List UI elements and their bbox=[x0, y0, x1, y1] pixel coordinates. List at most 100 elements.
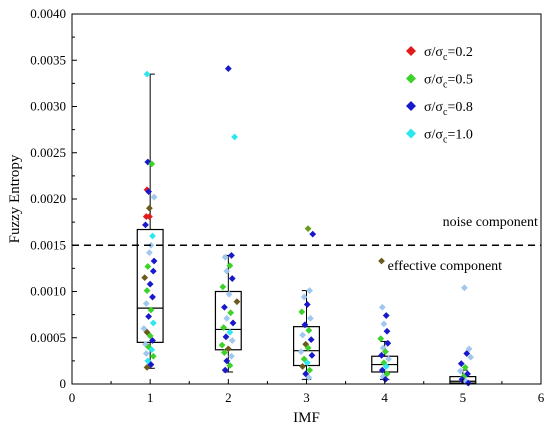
data-point bbox=[465, 345, 473, 353]
data-point bbox=[219, 283, 227, 291]
data-point bbox=[457, 367, 464, 375]
data-point bbox=[141, 274, 149, 282]
data-point bbox=[218, 341, 226, 349]
box-iqr bbox=[136, 228, 164, 343]
data-point bbox=[221, 303, 228, 311]
data-point bbox=[221, 366, 229, 374]
x-tick-label: 5 bbox=[460, 390, 467, 405]
data-point bbox=[220, 324, 228, 331]
effective-component-annotation: effective component bbox=[388, 259, 503, 274]
y-tick-label: 0.0015 bbox=[30, 237, 66, 252]
data-point bbox=[149, 232, 156, 240]
data-point bbox=[297, 348, 305, 356]
data-point bbox=[142, 300, 150, 307]
data-point bbox=[231, 133, 238, 141]
data-point bbox=[309, 230, 317, 238]
legend-label: σ/σc=0.2 bbox=[424, 45, 473, 63]
legend-entry: σ/σc=0.8 bbox=[406, 100, 473, 118]
y-axis-ticks: 0 0.0005 0.0010 0.0015 0.0020 0.0025 0.0030 0.0… bbox=[30, 6, 77, 391]
data-point bbox=[148, 346, 156, 354]
data-point bbox=[149, 319, 157, 327]
data-point bbox=[221, 349, 228, 356]
data-point bbox=[299, 363, 306, 370]
data-point bbox=[226, 362, 234, 369]
box-imf-1 bbox=[136, 73, 164, 369]
data-point bbox=[378, 351, 385, 359]
data-point bbox=[226, 328, 234, 336]
data-point bbox=[146, 332, 154, 340]
data-point bbox=[300, 355, 308, 363]
data-point bbox=[302, 370, 310, 378]
data-point bbox=[382, 312, 390, 319]
data-point bbox=[306, 287, 314, 294]
y-tick-label: 0.0025 bbox=[30, 145, 66, 160]
x-tick-label: 3 bbox=[303, 390, 310, 405]
legend-entry: σ/σc=1.0 bbox=[406, 128, 473, 146]
x-tick-label: 4 bbox=[381, 390, 388, 405]
data-point bbox=[377, 335, 385, 343]
data-point bbox=[143, 328, 151, 336]
data-point bbox=[143, 70, 151, 78]
data-point bbox=[382, 363, 390, 370]
legend-label: σ/σc=1.0 bbox=[424, 128, 473, 146]
data-point bbox=[378, 366, 386, 374]
data-point bbox=[467, 353, 475, 361]
x-axis-ticks: 0 1 2 3 4 5 6 bbox=[69, 379, 545, 405]
data-point bbox=[144, 357, 152, 365]
y-tick-label: 0.0035 bbox=[30, 52, 66, 67]
data-point bbox=[226, 262, 234, 269]
data-point bbox=[145, 213, 153, 220]
data-point bbox=[150, 193, 158, 201]
x-tick-label: 1 bbox=[147, 390, 154, 405]
data-point bbox=[308, 351, 316, 359]
data-point bbox=[300, 293, 308, 301]
data-point bbox=[225, 290, 233, 298]
data-point bbox=[146, 280, 154, 288]
legend-entry: σ/σc=0.2 bbox=[406, 45, 473, 63]
data-point bbox=[385, 355, 392, 363]
data-point bbox=[378, 303, 386, 311]
legend-label: σ/σc=0.8 bbox=[424, 100, 473, 118]
data-point bbox=[142, 350, 150, 357]
data-point bbox=[304, 225, 312, 232]
data-point bbox=[303, 359, 311, 367]
data-point bbox=[143, 287, 151, 294]
data-point bbox=[145, 313, 153, 320]
y-tick-label: 0.0020 bbox=[30, 191, 66, 206]
legend-marker bbox=[406, 128, 416, 139]
data-point bbox=[305, 326, 313, 334]
legend: σ/σc=0.2 σ/σc=0.5 σ/σc=0.8 σ/σc=1.0 bbox=[406, 45, 473, 146]
data-point bbox=[306, 366, 314, 374]
data-point bbox=[382, 348, 389, 356]
data-point bbox=[379, 344, 387, 352]
data-point bbox=[307, 314, 314, 322]
legend-marker bbox=[406, 73, 416, 84]
data-point bbox=[149, 337, 156, 344]
data-point bbox=[147, 306, 155, 314]
data-point bbox=[463, 350, 471, 357]
data-point bbox=[221, 253, 229, 261]
data-point bbox=[149, 267, 157, 275]
data-point bbox=[227, 309, 235, 317]
data-point bbox=[150, 257, 158, 265]
data-point bbox=[303, 301, 311, 308]
data-point bbox=[142, 221, 149, 229]
data-point bbox=[457, 360, 465, 368]
data-point bbox=[143, 186, 151, 194]
legend-marker bbox=[406, 46, 416, 56]
y-tick-label: 0.0030 bbox=[30, 99, 66, 114]
data-point bbox=[222, 333, 230, 341]
data-point bbox=[305, 374, 313, 381]
data-point bbox=[378, 257, 385, 265]
data-point bbox=[223, 357, 231, 365]
data-point bbox=[143, 363, 151, 371]
data-point bbox=[223, 267, 231, 275]
data-point bbox=[299, 331, 306, 339]
y-axis-title: Fuzzy Entropy bbox=[7, 154, 23, 243]
data-point bbox=[383, 327, 391, 335]
data-point bbox=[380, 320, 388, 328]
data-point bbox=[384, 339, 392, 347]
data-point bbox=[228, 352, 235, 360]
data-point bbox=[140, 325, 148, 332]
